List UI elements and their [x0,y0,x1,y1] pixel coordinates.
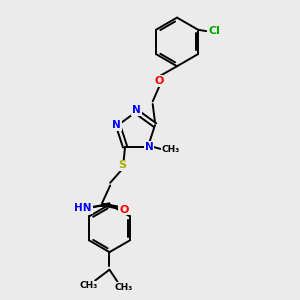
Text: O: O [119,205,128,215]
Text: N: N [145,142,154,152]
Text: HN: HN [74,203,92,213]
Text: O: O [155,76,164,86]
Text: CH₃: CH₃ [115,283,133,292]
Text: S: S [118,160,126,170]
Text: CH₃: CH₃ [80,281,98,290]
Text: CH₃: CH₃ [161,145,179,154]
Text: N: N [112,120,121,130]
Text: Cl: Cl [208,26,220,36]
Text: N: N [132,105,141,115]
